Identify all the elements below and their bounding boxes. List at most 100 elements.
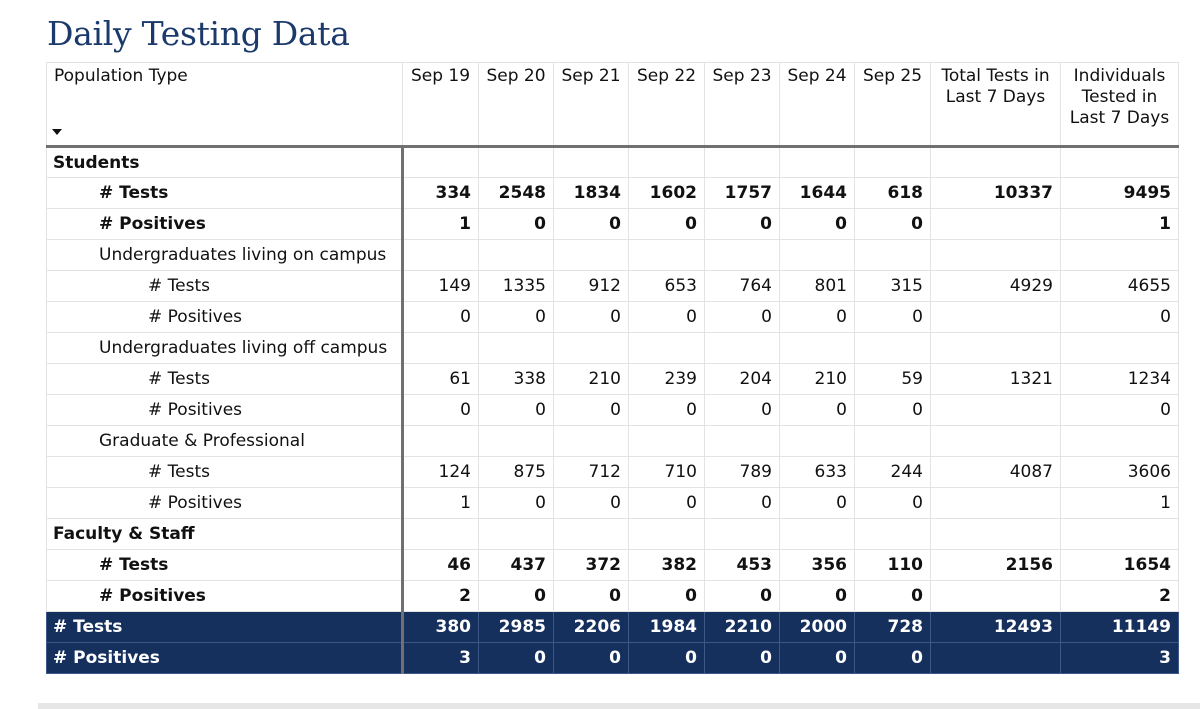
date-header: Sep 24 bbox=[779, 62, 855, 147]
value-cell: 0 bbox=[553, 642, 629, 674]
individuals-tested-cell: 1654 bbox=[1060, 549, 1179, 581]
value-cell: 0 bbox=[854, 642, 931, 674]
value-cell: 0 bbox=[779, 394, 855, 426]
individuals-tested-cell: 1234 bbox=[1060, 363, 1179, 395]
value-cell: 875 bbox=[478, 456, 554, 488]
value-cell: 0 bbox=[704, 208, 780, 240]
value-cell bbox=[628, 146, 705, 178]
value-cell bbox=[704, 146, 780, 178]
value-cell: 0 bbox=[704, 580, 780, 612]
value-cell bbox=[779, 332, 855, 364]
total-tests-cell bbox=[930, 518, 1061, 550]
total-tests-cell: 4929 bbox=[930, 270, 1061, 302]
date-header: Sep 20 bbox=[478, 62, 554, 147]
value-cell: 789 bbox=[704, 456, 780, 488]
population-type-header[interactable]: Population Type bbox=[46, 62, 403, 147]
value-cell: 110 bbox=[854, 549, 931, 581]
individuals-tested-cell bbox=[1060, 425, 1179, 457]
value-cell: 0 bbox=[628, 580, 705, 612]
row-label: # Positives bbox=[46, 580, 404, 612]
table-row: Undergraduates living off campus bbox=[46, 332, 1179, 364]
horizontal-scrollbar[interactable] bbox=[38, 703, 1200, 709]
total-tests-cell bbox=[930, 208, 1061, 240]
value-cell: 356 bbox=[779, 549, 855, 581]
value-cell bbox=[553, 146, 629, 178]
individuals-tested-cell: 0 bbox=[1060, 301, 1179, 333]
value-cell bbox=[704, 425, 780, 457]
value-cell: 244 bbox=[854, 456, 931, 488]
value-cell bbox=[854, 239, 931, 271]
value-cell: 764 bbox=[704, 270, 780, 302]
value-cell: 124 bbox=[402, 456, 479, 488]
value-cell: 61 bbox=[402, 363, 479, 395]
value-cell: 0 bbox=[553, 301, 629, 333]
total-tests-cell bbox=[930, 394, 1061, 426]
value-cell: 2985 bbox=[478, 611, 554, 643]
value-cell: 0 bbox=[478, 301, 554, 333]
value-cell bbox=[628, 518, 705, 550]
value-cell: 0 bbox=[553, 580, 629, 612]
value-cell bbox=[553, 332, 629, 364]
total-tests-header: Total Tests in Last 7 Days bbox=[930, 62, 1061, 147]
value-cell: 0 bbox=[704, 394, 780, 426]
value-cell: 59 bbox=[854, 363, 931, 395]
value-cell: 801 bbox=[779, 270, 855, 302]
value-cell: 0 bbox=[779, 580, 855, 612]
total-tests-cell bbox=[930, 487, 1061, 519]
total-tests-cell bbox=[930, 301, 1061, 333]
testing-data-table: Population Type Sep 19 Sep 20 Sep 21 Sep… bbox=[46, 62, 1179, 674]
row-label: # Positives bbox=[46, 301, 404, 333]
value-cell: 0 bbox=[704, 487, 780, 519]
value-cell: 437 bbox=[478, 549, 554, 581]
value-cell: 0 bbox=[854, 208, 931, 240]
individuals-tested-cell: 3606 bbox=[1060, 456, 1179, 488]
value-cell: 380 bbox=[402, 611, 479, 643]
total-tests-cell: 4087 bbox=[930, 456, 1061, 488]
value-cell: 0 bbox=[704, 301, 780, 333]
value-cell bbox=[402, 239, 479, 271]
value-cell: 315 bbox=[854, 270, 931, 302]
row-label: # Tests bbox=[46, 363, 404, 395]
individuals-tested-cell bbox=[1060, 239, 1179, 271]
individuals-tested-cell: 9495 bbox=[1060, 177, 1179, 209]
value-cell: 1757 bbox=[704, 177, 780, 209]
value-cell: 2000 bbox=[779, 611, 855, 643]
row-label: # Tests bbox=[46, 456, 404, 488]
value-cell: 712 bbox=[553, 456, 629, 488]
table-row: # Positives 0 0 0 0 0 0 0 0 bbox=[46, 394, 1179, 426]
value-cell bbox=[704, 239, 780, 271]
row-label: # Positives bbox=[46, 394, 404, 426]
value-cell bbox=[553, 239, 629, 271]
value-cell: 1 bbox=[402, 487, 479, 519]
value-cell bbox=[553, 518, 629, 550]
total-tests-cell: 2156 bbox=[930, 549, 1061, 581]
total-row: # Positives 3 0 0 0 0 0 0 3 bbox=[46, 642, 1179, 674]
value-cell bbox=[478, 239, 554, 271]
table-row: # Positives 1 0 0 0 0 0 0 1 bbox=[46, 208, 1179, 240]
individuals-tested-cell bbox=[1060, 332, 1179, 364]
value-cell bbox=[478, 146, 554, 178]
value-cell bbox=[478, 425, 554, 457]
table-row: Students bbox=[46, 146, 1179, 178]
value-cell: 710 bbox=[628, 456, 705, 488]
value-cell: 0 bbox=[553, 487, 629, 519]
value-cell: 338 bbox=[478, 363, 554, 395]
row-label: # Tests bbox=[46, 549, 404, 581]
value-cell: 2548 bbox=[478, 177, 554, 209]
value-cell: 0 bbox=[854, 301, 931, 333]
value-cell: 3 bbox=[402, 642, 479, 674]
value-cell: 0 bbox=[553, 208, 629, 240]
sort-dropdown-icon[interactable] bbox=[52, 129, 62, 135]
value-cell: 372 bbox=[553, 549, 629, 581]
individuals-tested-cell: 1 bbox=[1060, 208, 1179, 240]
value-cell: 653 bbox=[628, 270, 705, 302]
individuals-tested-cell: 1 bbox=[1060, 487, 1179, 519]
value-cell: 0 bbox=[779, 642, 855, 674]
total-tests-cell bbox=[930, 239, 1061, 271]
total-tests-cell bbox=[930, 146, 1061, 178]
row-label: Undergraduates living off campus bbox=[46, 332, 404, 364]
value-cell bbox=[402, 425, 479, 457]
row-label: Students bbox=[46, 146, 404, 178]
individuals-tested-cell: 11149 bbox=[1060, 611, 1179, 643]
total-tests-cell bbox=[930, 580, 1061, 612]
